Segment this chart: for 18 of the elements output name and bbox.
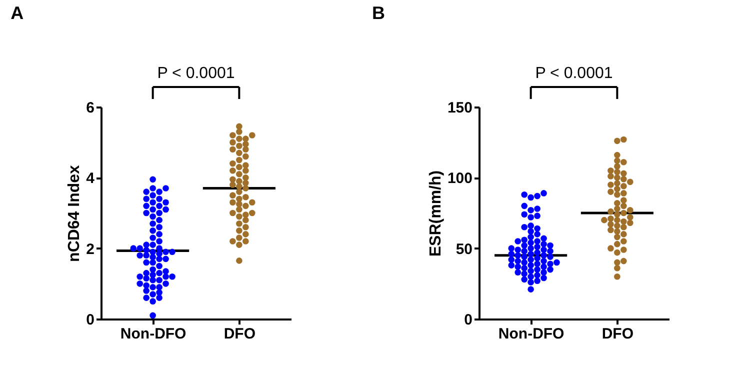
x-tick-label: Non-DFO: [498, 326, 565, 342]
x-tick-label: DFO: [224, 326, 256, 342]
y-tick-label: 2: [86, 240, 94, 258]
y-tick-label: 150: [447, 100, 472, 116]
y-tick-label: 6: [86, 100, 94, 116]
x-tick-label: DFO: [602, 326, 634, 342]
text: P < 0.0001: [535, 65, 613, 82]
y-tick-label: 4: [86, 170, 96, 188]
chart-title: A: [10, 3, 24, 23]
y-axis-title: ESR(mm/h): [427, 170, 444, 257]
y-axis-title: nCD64 Index: [66, 164, 84, 262]
y-tick-label: 50: [456, 240, 472, 258]
x-tick-label: Non-DFO: [120, 326, 187, 342]
y-tick-label: 0: [86, 312, 94, 328]
chart-title: B: [372, 3, 385, 23]
text: P < 0.0001: [157, 65, 235, 82]
y-tick-label: 0: [464, 312, 472, 328]
y-tick-label: 100: [447, 170, 472, 188]
